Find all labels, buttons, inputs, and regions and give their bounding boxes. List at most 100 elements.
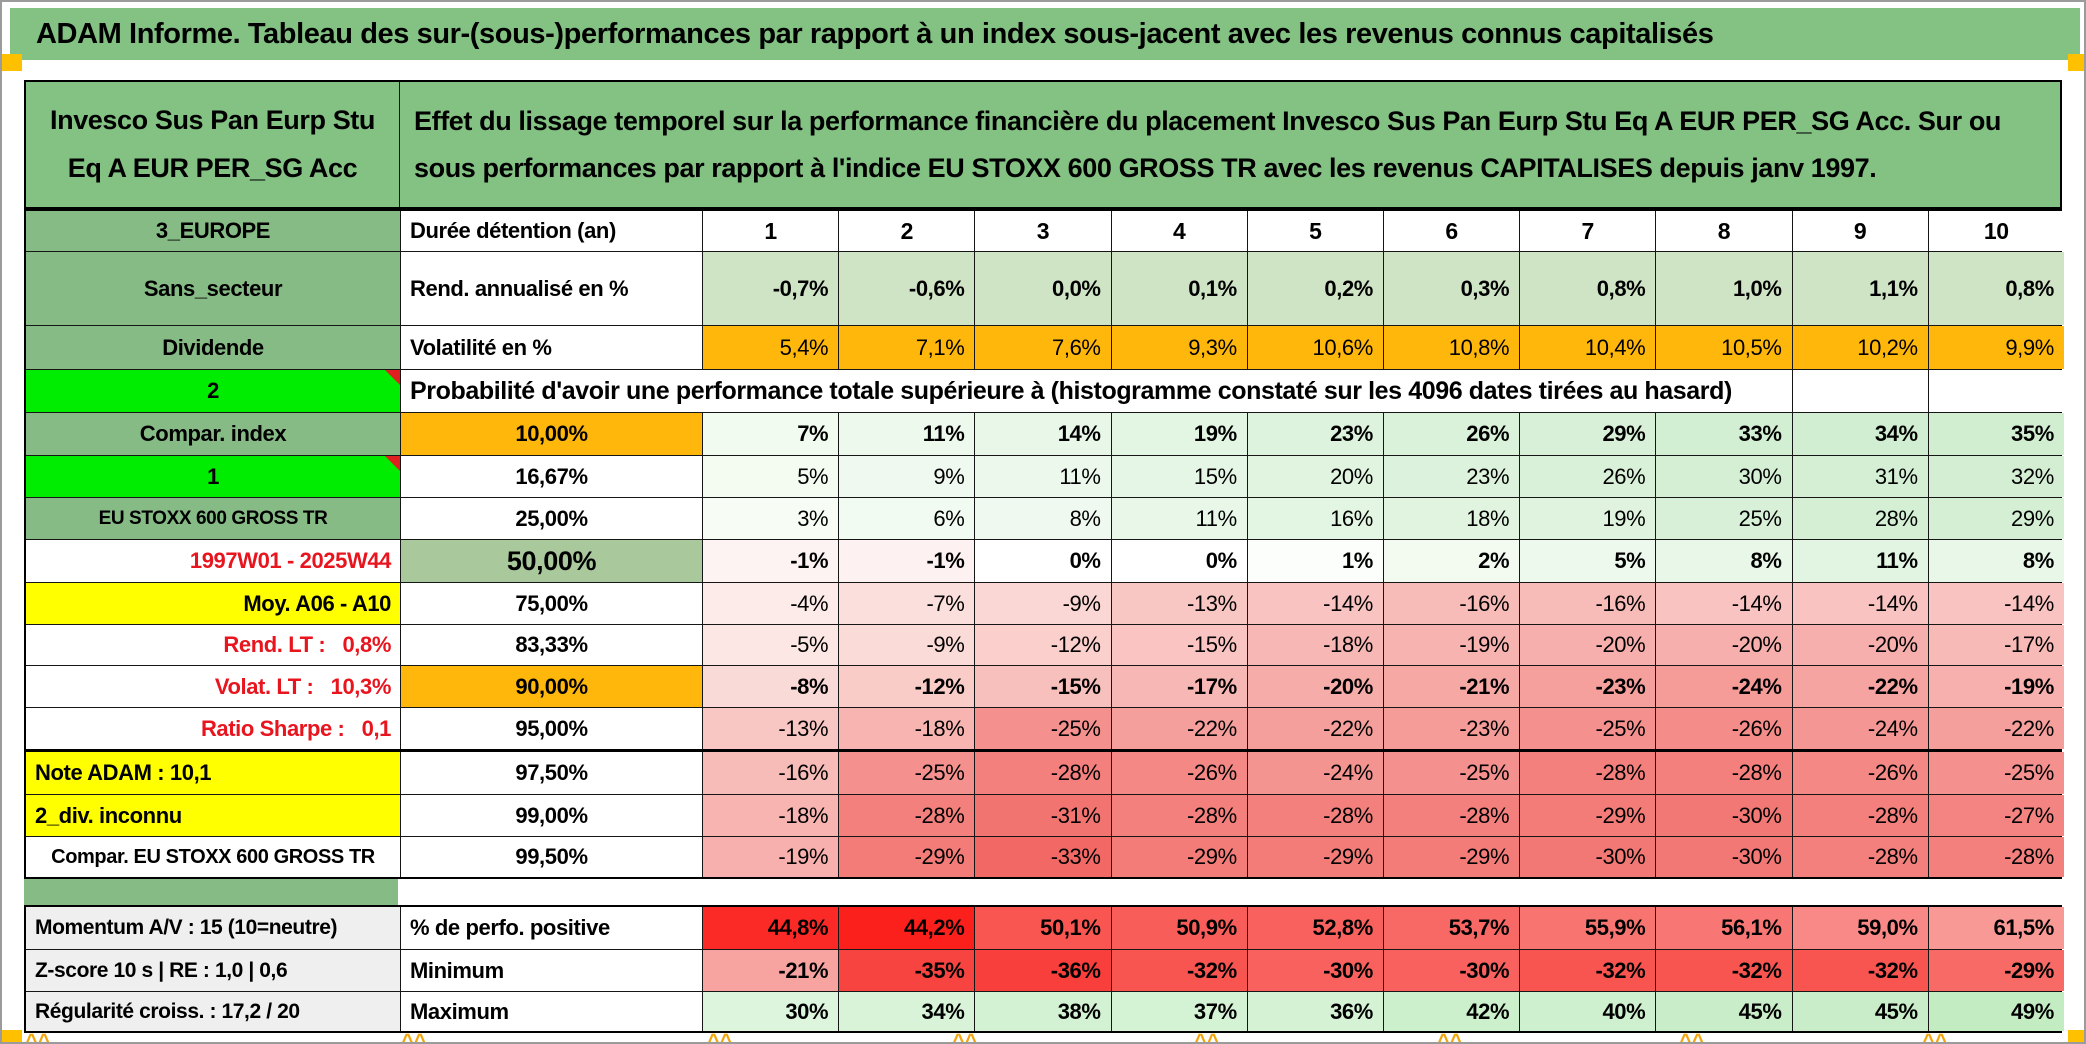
empty-cell[interactable] <box>1791 370 1928 412</box>
data-cell[interactable]: 0,8% <box>1927 252 2064 325</box>
measure-cell[interactable]: 90,00% <box>400 666 702 707</box>
data-cell[interactable]: -5% <box>702 625 839 665</box>
data-cell[interactable]: 2 <box>838 211 975 251</box>
data-cell[interactable]: -18% <box>1246 625 1383 665</box>
data-cell[interactable]: -25% <box>1519 708 1656 749</box>
data-cell[interactable]: -16% <box>702 752 839 794</box>
data-cell[interactable]: -23% <box>1382 708 1520 749</box>
data-cell[interactable]: 8% <box>974 498 1111 539</box>
data-cell[interactable]: 5,4% <box>702 326 839 369</box>
measure-cell[interactable]: 97,50% <box>400 752 702 794</box>
data-cell[interactable]: 8% <box>1655 540 1792 582</box>
data-cell[interactable]: -22% <box>1927 708 2064 749</box>
data-cell[interactable]: -26% <box>1655 708 1792 749</box>
data-cell[interactable]: -12% <box>838 666 975 707</box>
row-label-cell[interactable]: 3_EUROPE <box>26 211 400 251</box>
data-cell[interactable]: 44,2% <box>838 907 975 949</box>
data-cell[interactable]: 26% <box>1519 456 1656 497</box>
data-cell[interactable]: -30% <box>1655 837 1792 877</box>
data-cell[interactable]: 55,9% <box>1519 907 1656 949</box>
data-cell[interactable]: 3 <box>974 211 1111 251</box>
data-cell[interactable]: 9 <box>1791 211 1928 251</box>
data-cell[interactable]: 7,6% <box>974 326 1111 369</box>
data-cell[interactable]: 0,2% <box>1246 252 1383 325</box>
data-cell[interactable]: 11% <box>1791 540 1928 582</box>
data-cell[interactable]: -30% <box>1655 795 1792 836</box>
data-cell[interactable]: -28% <box>974 752 1111 794</box>
measure-cell[interactable]: 83,33% <box>400 625 702 665</box>
data-cell[interactable]: -32% <box>1110 950 1247 991</box>
data-cell[interactable]: -13% <box>702 708 839 749</box>
data-cell[interactable]: -32% <box>1519 950 1656 991</box>
measure-cell[interactable]: 75,00% <box>400 583 702 624</box>
data-cell[interactable]: 25% <box>1655 498 1792 539</box>
data-cell[interactable]: 5 <box>1246 211 1383 251</box>
data-cell[interactable]: 10,5% <box>1655 326 1792 369</box>
data-cell[interactable]: -25% <box>1927 752 2064 794</box>
row-label-cell[interactable]: 1 <box>26 456 400 497</box>
data-cell[interactable]: -33% <box>974 837 1111 877</box>
row-label-cell[interactable]: Rend. LT : 0,8% <box>26 625 400 665</box>
data-cell[interactable]: -30% <box>1519 837 1656 877</box>
data-cell[interactable]: -0,7% <box>702 252 839 325</box>
data-cell[interactable]: 4 <box>1110 211 1247 251</box>
fund-name-cell[interactable]: Invesco Sus Pan Eurp Stu Eq A EUR PER_SG… <box>26 82 400 207</box>
data-cell[interactable]: 56,1% <box>1655 907 1792 949</box>
data-cell[interactable]: 45% <box>1791 992 1928 1031</box>
data-cell[interactable]: 0,1% <box>1110 252 1247 325</box>
data-cell[interactable]: -9% <box>838 625 975 665</box>
data-cell[interactable]: 6 <box>1382 211 1520 251</box>
data-cell[interactable]: 10,8% <box>1382 326 1520 369</box>
data-cell[interactable]: 10,2% <box>1791 326 1928 369</box>
data-cell[interactable]: -17% <box>1110 666 1247 707</box>
row-label-cell[interactable]: Compar. EU STOXX 600 GROSS TR <box>26 837 400 877</box>
data-cell[interactable]: -0,6% <box>838 252 975 325</box>
data-cell[interactable]: 0,8% <box>1519 252 1656 325</box>
data-cell[interactable]: -27% <box>1927 795 2064 836</box>
data-cell[interactable]: 19% <box>1110 413 1247 455</box>
data-cell[interactable]: 33% <box>1655 413 1792 455</box>
data-cell[interactable]: 14% <box>974 413 1111 455</box>
table-description-cell[interactable]: Effet du lissage temporel sur la perform… <box>400 82 2060 207</box>
row-label-cell[interactable]: 2 <box>26 370 400 412</box>
data-cell[interactable]: 11% <box>838 413 975 455</box>
row-label-cell[interactable]: Note ADAM : 10,1 <box>26 752 400 794</box>
data-cell[interactable]: -13% <box>1110 583 1247 624</box>
data-cell[interactable]: 49% <box>1927 992 2064 1031</box>
data-cell[interactable]: -28% <box>1791 795 1928 836</box>
data-cell[interactable]: 7 <box>1519 211 1656 251</box>
data-cell[interactable]: 23% <box>1382 456 1520 497</box>
data-cell[interactable]: 53,7% <box>1382 907 1520 949</box>
data-cell[interactable]: -8% <box>702 666 839 707</box>
data-cell[interactable]: -28% <box>1382 795 1520 836</box>
data-cell[interactable]: 11% <box>974 456 1111 497</box>
data-cell[interactable]: -19% <box>702 837 839 877</box>
data-cell[interactable]: -30% <box>1246 950 1383 991</box>
data-cell[interactable]: -14% <box>1927 583 2064 624</box>
data-cell[interactable]: -29% <box>1246 837 1383 877</box>
data-cell[interactable]: 10,6% <box>1246 326 1383 369</box>
data-cell[interactable]: -26% <box>1110 752 1247 794</box>
data-cell[interactable]: 38% <box>974 992 1111 1031</box>
data-cell[interactable]: -20% <box>1246 666 1383 707</box>
row-label-cell[interactable]: Z-score 10 s | RE : 1,0 | 0,6 <box>26 950 400 991</box>
data-cell[interactable]: 5% <box>1519 540 1656 582</box>
data-cell[interactable]: -18% <box>702 795 839 836</box>
data-cell[interactable]: -19% <box>1382 625 1520 665</box>
data-cell[interactable]: -14% <box>1655 583 1792 624</box>
measure-cell[interactable]: % de perfo. positive <box>400 907 702 949</box>
data-cell[interactable]: -30% <box>1382 950 1520 991</box>
measure-cell[interactable]: 95,00% <box>400 708 702 749</box>
data-cell[interactable]: 1,1% <box>1791 252 1928 325</box>
data-cell[interactable]: -29% <box>1382 837 1520 877</box>
report-title-bar[interactable]: ADAM Informe. Tableau des sur-(sous-)per… <box>10 8 2080 60</box>
data-cell[interactable]: -1% <box>702 540 839 582</box>
data-cell[interactable]: -35% <box>838 950 975 991</box>
data-cell[interactable]: -7% <box>838 583 975 624</box>
row-label-cell[interactable]: 1997W01 - 2025W44 <box>26 540 400 582</box>
data-cell[interactable]: 6% <box>838 498 975 539</box>
data-cell[interactable]: 3% <box>702 498 839 539</box>
measure-cell[interactable]: 99,00% <box>400 795 702 836</box>
data-cell[interactable]: 11% <box>1110 498 1247 539</box>
data-cell[interactable]: 44,8% <box>702 907 839 949</box>
